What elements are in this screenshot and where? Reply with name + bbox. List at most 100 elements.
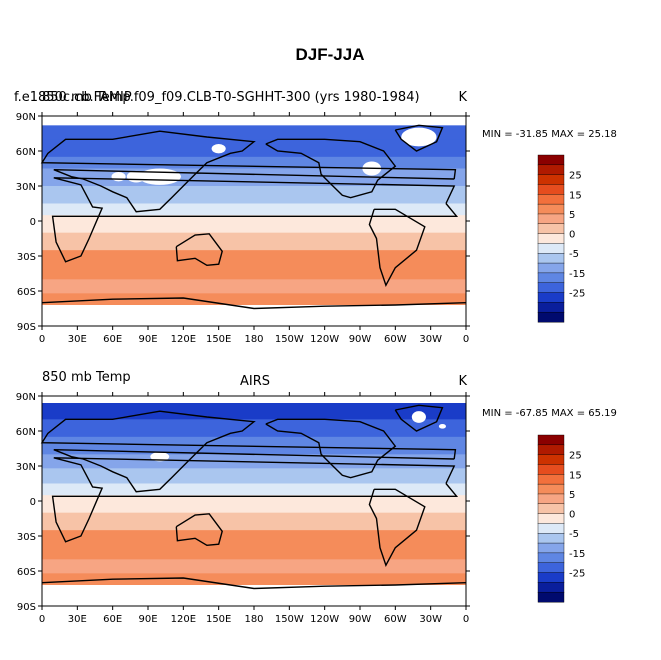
map2-coastline-1 xyxy=(40,410,457,493)
cbar2-label-5: -15 xyxy=(569,549,585,560)
cbar2-swatch-10 xyxy=(537,533,565,544)
map2-missing-data-0 xyxy=(150,452,170,462)
map2-coastline-3 xyxy=(265,418,397,479)
ticks2-lon-label-10: 60W xyxy=(384,614,407,625)
cbar1-label-3: 0 xyxy=(569,230,575,241)
cbar2-swatch-6 xyxy=(537,493,565,505)
ticks1-lon-label-1: 30E xyxy=(68,334,87,345)
ticks2-lon-label-7: 150W xyxy=(275,614,304,625)
ticks2-lon-label-1: 30E xyxy=(68,614,87,625)
ticks2-lat-label-3: 0 xyxy=(30,497,36,508)
cbar2-swatch-5 xyxy=(537,483,565,495)
panel-1-left-label: f.e1850c.cb.FAMIP.f09_f09.CLB-T0-SGHHT-3… xyxy=(14,90,420,105)
cbar1-label-6: -25 xyxy=(569,289,585,300)
map1-band-11 xyxy=(42,293,466,306)
map1-band-0 xyxy=(42,116,466,126)
cbar1-swatch-6 xyxy=(537,213,565,225)
map2-band-7 xyxy=(42,495,466,514)
ticks2-lon-label-4: 120E xyxy=(171,614,196,625)
cbar2-label-0: 25 xyxy=(569,451,582,462)
panel-2-left-label: 850 mb Temp xyxy=(42,370,131,385)
map1-band-5 xyxy=(42,186,466,204)
map2-band-8 xyxy=(42,512,466,531)
map1-missing-data-1 xyxy=(126,170,146,183)
cbar1-swatch-0 xyxy=(537,154,565,166)
cbar1-label-0: 25 xyxy=(569,171,582,182)
cbar2-swatch-9 xyxy=(537,523,565,534)
ticks1-lon-label-6: 180 xyxy=(244,334,263,345)
map1-band-12 xyxy=(42,305,466,327)
map1-missing-data-4 xyxy=(401,127,437,147)
map2-coastline-6 xyxy=(41,577,467,590)
panel-2-colorbar: 25 15 5 0 -5 -15 -25 xyxy=(537,434,585,603)
map1-band-8 xyxy=(42,232,466,251)
ticks1-lat-label-2: 30N xyxy=(16,182,36,193)
map2-coastline-0 xyxy=(51,457,459,543)
ticks2-lat-label-2: 30N xyxy=(16,462,36,473)
cbar1-swatch-12 xyxy=(537,272,565,284)
ticks2-lat-label-5: 60S xyxy=(17,567,36,578)
map2-band-10 xyxy=(42,559,466,574)
ticks2-lon-label-8: 120W xyxy=(310,614,339,625)
cbar2-swatch-7 xyxy=(537,503,565,515)
cbar2-swatch-16 xyxy=(537,591,565,603)
cbar1-swatch-15 xyxy=(537,302,565,313)
map1-band-1 xyxy=(42,125,466,140)
panel-1-left-label-overlay: 850 mb Temp xyxy=(42,90,131,105)
map2-band-5 xyxy=(42,468,466,484)
cbar2-swatch-1 xyxy=(537,444,565,456)
cbar1-label-4: -5 xyxy=(569,249,579,260)
cbar1-swatch-8 xyxy=(537,233,565,244)
ticks1-lat-label-1: 60N xyxy=(16,147,36,158)
map1-band-2 xyxy=(42,139,466,158)
map2-missing-data-1 xyxy=(411,411,426,423)
map1-band-9 xyxy=(42,250,466,280)
map2-band-1 xyxy=(42,403,466,420)
ticks1-lon-label-11: 30W xyxy=(419,334,442,345)
ticks1-lat-label-3: 0 xyxy=(30,217,36,228)
ticks2-lon-label-12: 0 xyxy=(463,614,469,625)
cbar2-label-2: 5 xyxy=(569,490,575,501)
ticks1-lat-label-4: 30S xyxy=(17,252,36,263)
cbar1-swatch-14 xyxy=(537,292,565,303)
map1-coastline-3 xyxy=(265,138,397,199)
cbar2-label-4: -5 xyxy=(569,529,579,540)
ticks2-lat-label-6: 90S xyxy=(17,602,36,613)
map1-band-10 xyxy=(42,279,466,294)
ticks1-lon-label-7: 150W xyxy=(275,334,304,345)
map1-coastline-6 xyxy=(41,297,467,310)
map2-coastline-5 xyxy=(394,404,444,432)
map2-band-2 xyxy=(42,419,466,438)
ticks2-lat-label-4: 30S xyxy=(17,532,36,543)
map2-missing-data-2 xyxy=(438,424,446,429)
map1-coastline-1 xyxy=(40,130,457,213)
ticks2-lon-label-11: 30W xyxy=(419,614,442,625)
map1-missing-data-2 xyxy=(111,172,126,182)
panel-1: f.e1850c.cb.FAMIP.f09_f09.CLB-T0-SGHHT-3… xyxy=(14,90,617,345)
cbar1-label-2: 5 xyxy=(569,210,575,221)
map2-band-0 xyxy=(42,396,466,404)
ticks1-lat-label-6: 90S xyxy=(17,322,36,333)
map1-band-6 xyxy=(42,203,466,216)
panel-2-min-max: MIN = -67.85 MAX = 65.19 xyxy=(482,408,617,419)
panel-2: 850 mb Temp AIRS K MIN = -67.85 MAX = 65… xyxy=(16,370,617,625)
cbar1-swatch-3 xyxy=(537,184,565,195)
ticks2-lon-label-9: 90W xyxy=(349,614,372,625)
map1-missing-data-3 xyxy=(211,144,226,154)
cbar2-swatch-14 xyxy=(537,572,565,583)
map1-coastline-0 xyxy=(51,177,459,263)
ticks2-lon-label-3: 90E xyxy=(138,614,157,625)
ticks1-lon-label-2: 60E xyxy=(103,334,122,345)
cbar1-swatch-5 xyxy=(537,203,565,215)
ticks1-lon-label-10: 60W xyxy=(384,334,407,345)
cbar2-swatch-3 xyxy=(537,464,565,475)
ticks2-lat-label-1: 60N xyxy=(16,427,36,438)
ticks2-lat-label-0: 90N xyxy=(16,392,36,403)
panel-2-center-label: AIRS xyxy=(240,374,270,389)
cbar1-swatch-1 xyxy=(537,164,565,176)
map2-band-11 xyxy=(42,573,466,586)
map1-band-7 xyxy=(42,215,466,234)
ticks1-lon-label-9: 90W xyxy=(349,334,372,345)
ticks2-lon-label-0: 0 xyxy=(39,614,45,625)
